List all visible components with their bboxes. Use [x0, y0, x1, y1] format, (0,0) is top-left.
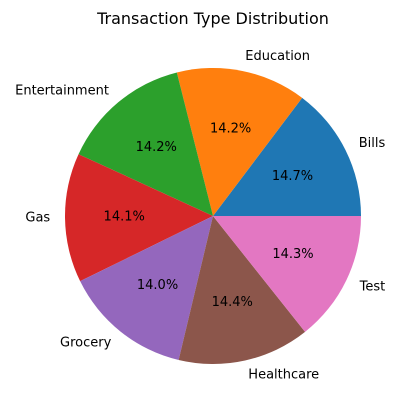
category-label-healthcare: Healthcare [248, 367, 319, 382]
pct-label-grocery: 14.0% [137, 278, 178, 293]
category-label-gas: Gas [25, 211, 50, 226]
category-label-entertainment: Entertainment [15, 83, 109, 98]
category-label-bills: Bills [359, 136, 386, 151]
pct-label-gas: 14.1% [104, 210, 145, 225]
pie-slices [64, 68, 362, 365]
pie-slice-bills [213, 97, 361, 216]
percentage-labels: 14.7% 14.2% 14.2% 14.1% 14.0% 14.4% 14.3% [104, 121, 314, 310]
pct-label-bills: 14.7% [272, 169, 313, 184]
pie-slice-healthcare [178, 216, 306, 365]
pie-slice-education [176, 68, 303, 217]
category-labels: Bills Education Entertainment Gas Grocery Hea… [15, 49, 385, 382]
category-label-grocery: Grocery [60, 336, 112, 351]
pie-slice-gas [64, 154, 213, 282]
pie-slice-entertainment [78, 72, 214, 217]
pie-slice-test [213, 216, 362, 332]
pct-label-entertainment: 14.2% [136, 140, 177, 155]
category-label-test: Test [359, 279, 386, 294]
pie-slice-grocery [80, 216, 214, 360]
pct-label-healthcare: 14.4% [212, 295, 253, 310]
category-label-education: Education [245, 49, 310, 64]
chart-title: Transaction Type Distribution [96, 9, 329, 28]
pct-label-education: 14.2% [210, 121, 251, 136]
pct-label-test: 14.3% [272, 247, 313, 262]
